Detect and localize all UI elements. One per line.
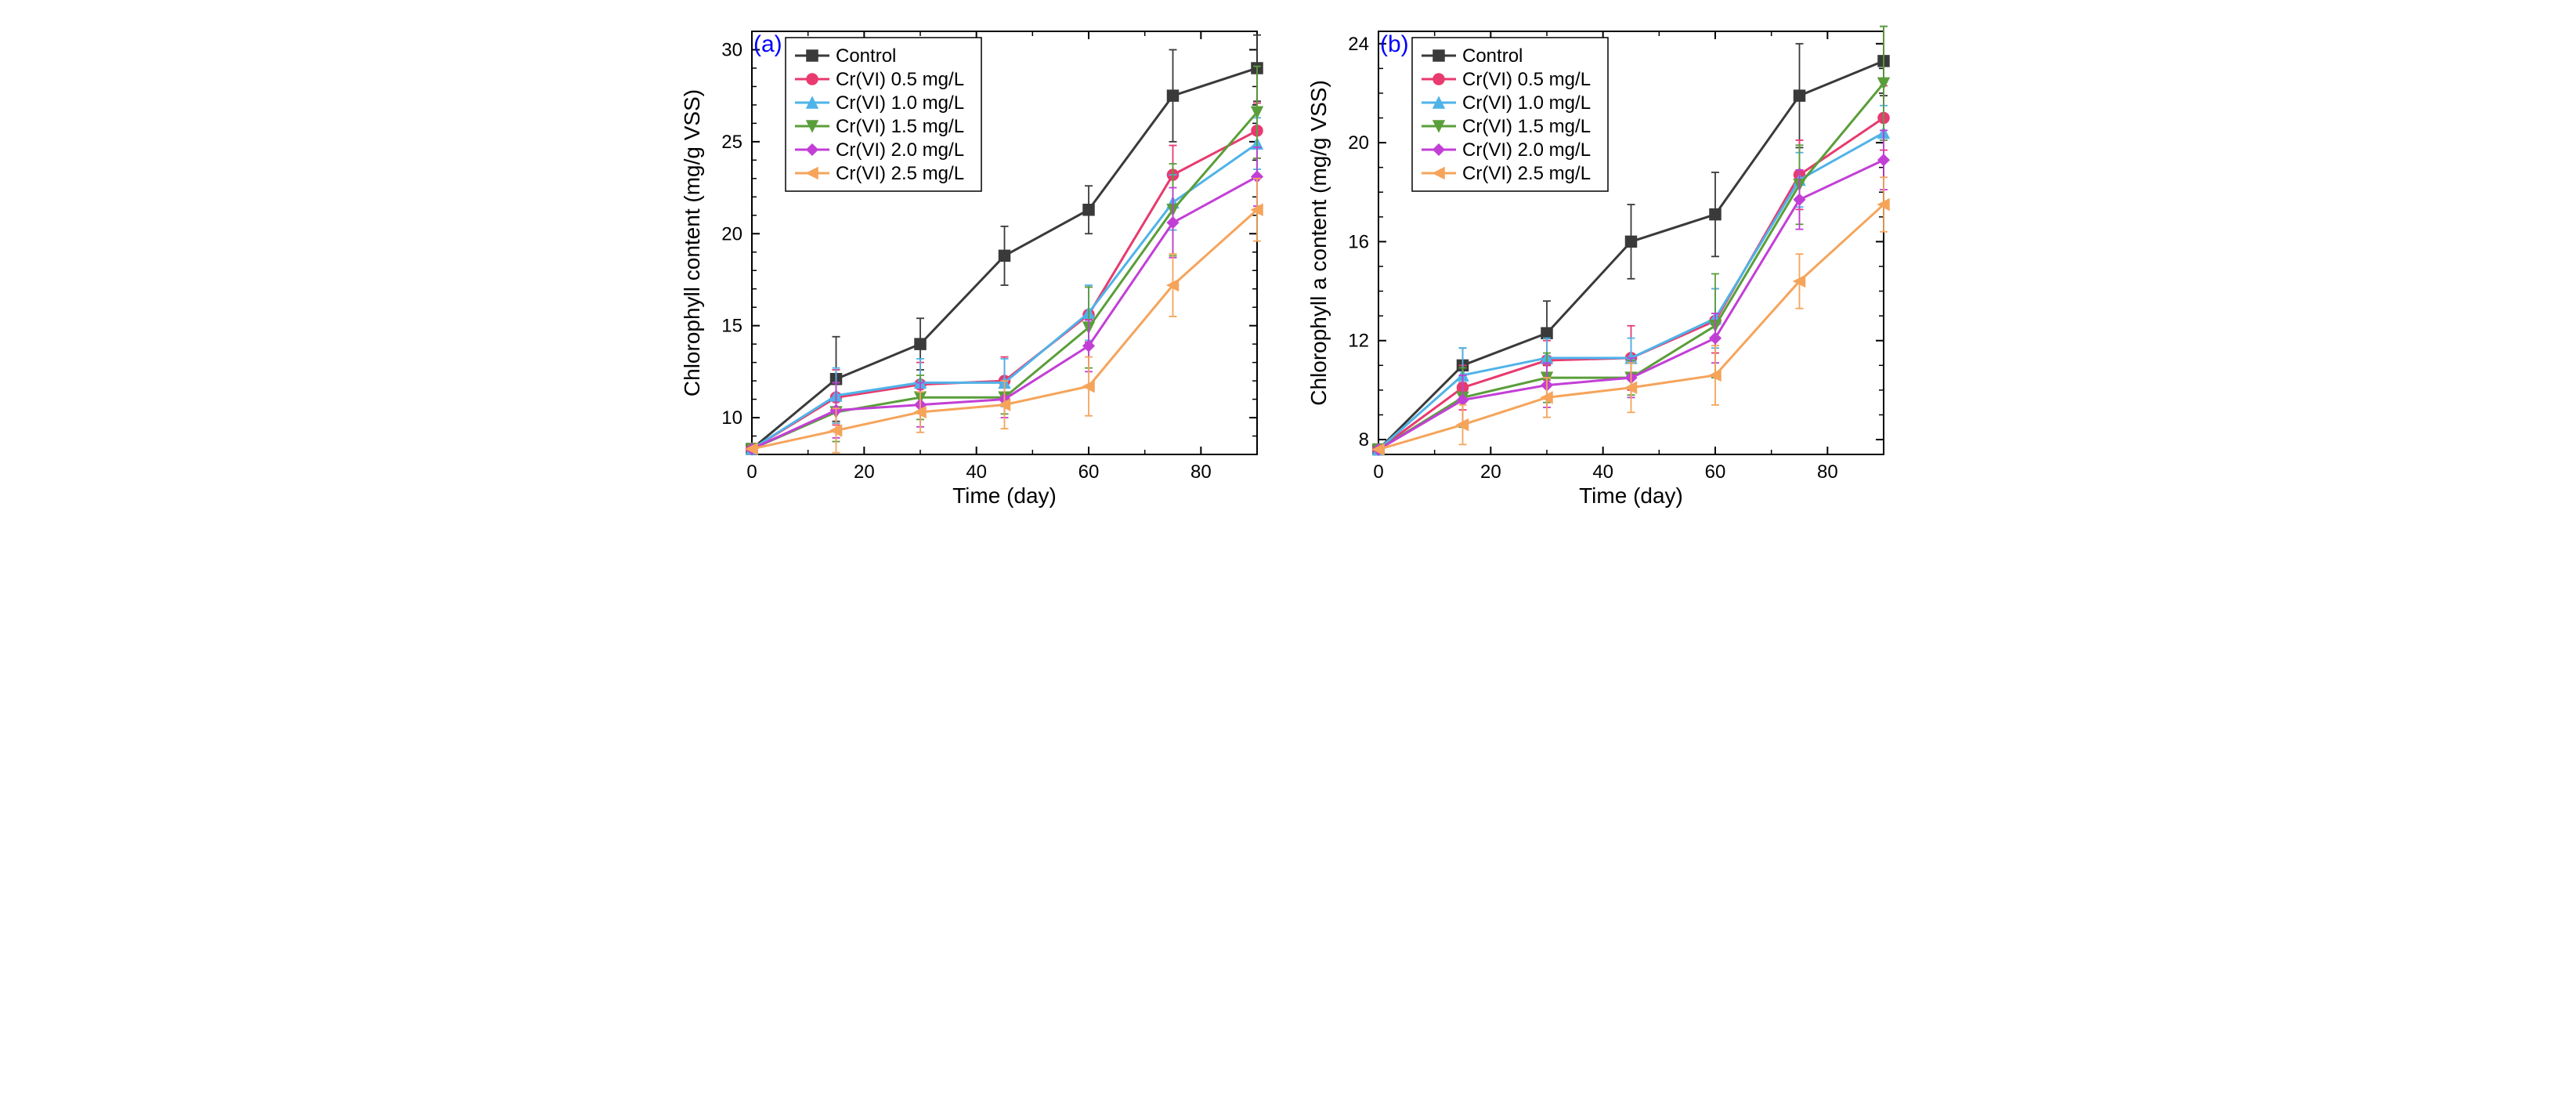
xtick-label: 0 [1373, 461, 1383, 483]
xtick-label: 40 [966, 461, 987, 483]
legend: ControlCr(VI) 0.5 mg/LCr(VI) 1.0 mg/LCr(… [1412, 38, 1608, 191]
legend-item-label: Cr(VI) 2.5 mg/L [836, 163, 964, 184]
y-axis-label: Chlorophyll content (mg/g VSS) [680, 89, 704, 396]
xtick-label: 80 [1816, 461, 1837, 483]
xtick-label: 60 [1078, 461, 1099, 483]
chart-panel: 0 20 40 60 80 8 12 16 20 24 Time (day) Chlorophyll … [1304, 16, 1899, 517]
legend-item-label: Cr(VI) 1.5 mg/L [836, 116, 964, 137]
ytick-label: 20 [721, 223, 742, 244]
legend-item-label: Cr(VI) 1.0 mg/L [1462, 92, 1591, 114]
xtick-label: 20 [1479, 461, 1501, 483]
ytick-label: 25 [721, 132, 742, 153]
xtick-label: 60 [1704, 461, 1725, 483]
ytick-label: 15 [721, 316, 742, 337]
ytick-label: 10 [721, 407, 742, 429]
legend-item-label: Cr(VI) 2.5 mg/L [1462, 163, 1591, 184]
xtick-label: 40 [1592, 461, 1613, 483]
legend: ControlCr(VI) 0.5 mg/LCr(VI) 1.0 mg/LCr(… [786, 38, 981, 191]
x-axis-label: Time (day) [952, 483, 1057, 508]
legend-item-label: Cr(VI) 0.5 mg/L [1462, 69, 1591, 90]
legend-item-label: Control [1462, 45, 1523, 67]
ytick-label: 8 [1358, 429, 1368, 451]
chart-panel: 0 20 40 60 80 10 15 20 25 30 Time (day) Chlorophyll… [677, 16, 1273, 517]
ytick-label: 30 [721, 39, 742, 60]
panel-tag: (a) [753, 31, 782, 57]
x-axis-label: Time (day) [1579, 483, 1683, 508]
ytick-label: 16 [1348, 231, 1369, 252]
legend-item-label: Cr(VI) 2.0 mg/L [1462, 139, 1591, 161]
legend-item-label: Cr(VI) 2.0 mg/L [836, 139, 964, 161]
ytick-label: 20 [1348, 132, 1369, 154]
legend-item-label: Cr(VI) 1.5 mg/L [1462, 116, 1591, 137]
legend-item-label: Cr(VI) 0.5 mg/L [836, 69, 964, 90]
xtick-label: 80 [1190, 461, 1211, 483]
ytick-label: 24 [1348, 34, 1369, 55]
xtick-label: 0 [746, 461, 757, 483]
ytick-label: 12 [1348, 331, 1369, 352]
legend-item-label: Control [836, 45, 896, 67]
panel-tag: (b) [1380, 31, 1409, 57]
legend-item-label: Cr(VI) 1.0 mg/L [836, 92, 964, 114]
xtick-label: 20 [853, 461, 874, 483]
y-axis-label: Chlorophyll a content (mg/g VSS) [1306, 80, 1331, 406]
figure: 0204060801015202530Time (day)Chlorophyll… [16, 16, 2560, 517]
